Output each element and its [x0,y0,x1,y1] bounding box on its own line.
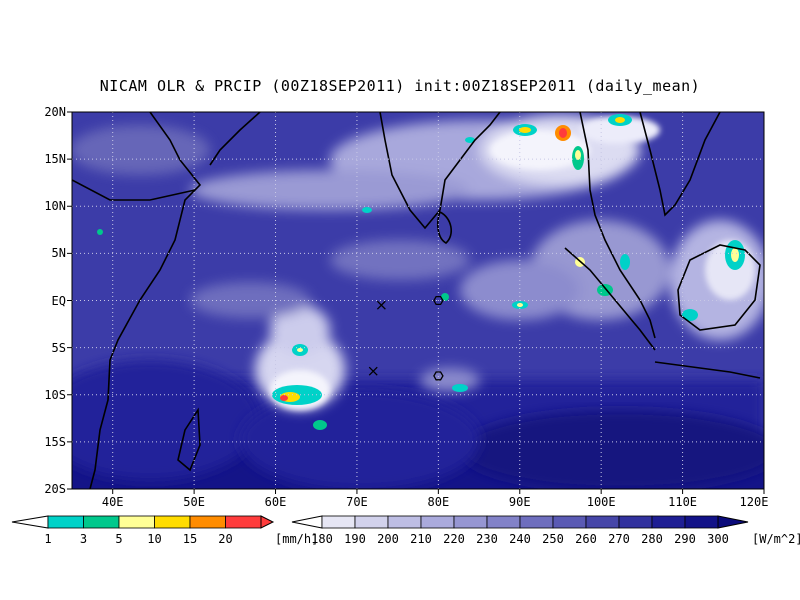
colorbar-swatch [189,515,226,529]
colorbar-low-arrow [11,515,49,529]
olr-colorbar-label: 280 [641,532,663,546]
colorbar-swatch [585,515,620,529]
lat-tick-label: 20N [44,105,66,119]
olr-colorbar-label: 300 [707,532,729,546]
lon-tick-label: 120E [739,495,769,509]
lon-tick-label: 100E [586,495,616,509]
lon-tick-label: 70E [346,495,368,509]
olr-colorbar-label: 180 [311,532,333,546]
olr-colorbar-label: 260 [575,532,597,546]
olr-colorbar-label: 290 [674,532,696,546]
grid-lines [72,112,764,489]
cross-icon [368,366,378,376]
olr-colorbar-label: 220 [443,532,465,546]
colorbar-swatch [47,515,84,529]
olr-colorbar-label: 250 [542,532,564,546]
colorbar-swatch [684,515,719,529]
colorbar-swatch [420,515,455,529]
lon-tick-label: 90E [508,495,531,509]
olr-colorbar-label: 270 [608,532,630,546]
station-markers [368,295,444,381]
colorbar-swatch [519,515,554,529]
precip-colorbar-unit: [mm/h] [275,532,319,546]
colorbar-swatch [552,515,587,529]
olr-colorbar-label: 230 [476,532,498,546]
cross-icon [376,300,386,310]
olr-field [72,112,764,489]
precip-colorbar-label: 3 [79,532,88,546]
lat-tick-label: 20S [44,482,66,496]
lat-tick-label: 5N [51,246,66,261]
colorbar-swatch [354,515,389,529]
colorbar-swatch [83,515,120,529]
olr-colorbar-label: 240 [509,532,531,546]
colorbar-swatch [486,515,521,529]
precip-colorbar-label: 1 [44,532,52,546]
colorbar-swatch [118,515,155,529]
olr-colorbar-label: 190 [344,532,366,546]
lon-tick-label: 60E [264,495,287,509]
precip-colorbar-label: 10 [147,532,162,546]
olr-colorbar-label: 210 [410,532,432,546]
lat-tick-label: 5S [51,340,66,355]
colorbar-swatch [154,515,191,529]
hexagon-icon [433,295,444,306]
lon-tick-label: 80E [427,495,450,509]
hexagon-icon [433,371,444,381]
lat-tick-label: 15S [44,434,66,449]
precip-colorbar-label: 20 [218,532,233,546]
lon-tick-label: 110E [668,495,698,509]
precip-colorbar-label: 15 [182,532,198,546]
precip-colorbar-label: 5 [115,532,123,546]
olr-colorbar-unit: [W/m^2] [752,532,800,546]
coastlines [72,112,761,489]
colorbar-swatch [453,515,488,529]
colorbar-swatch [651,515,686,529]
olr-colorbar-label: 200 [377,532,399,546]
lat-tick-label: 10S [44,387,66,402]
precip-colorbar [11,515,275,529]
colorbar-high-arrow [717,515,749,529]
lon-tick-label: 50E [183,495,205,509]
axis-ticks [67,111,765,494]
colorbar-swatch [321,515,356,529]
lat-tick-label: 10N [44,199,66,214]
colorbar-swatch [387,515,422,529]
lon-tick-label: 40E [101,495,124,509]
colorbar-high-arrow [260,515,275,529]
lat-tick-label: EQ [51,293,66,308]
plot-title: NICAM OLR & PRCIP (00Z18SEP2011) init:00… [99,77,701,95]
colorbar-swatch [225,515,262,529]
lat-tick-label: 15N [44,152,66,167]
olr-colorbar [291,515,749,529]
colorbar-low-arrow [291,515,323,529]
colorbar-swatch [618,515,653,529]
